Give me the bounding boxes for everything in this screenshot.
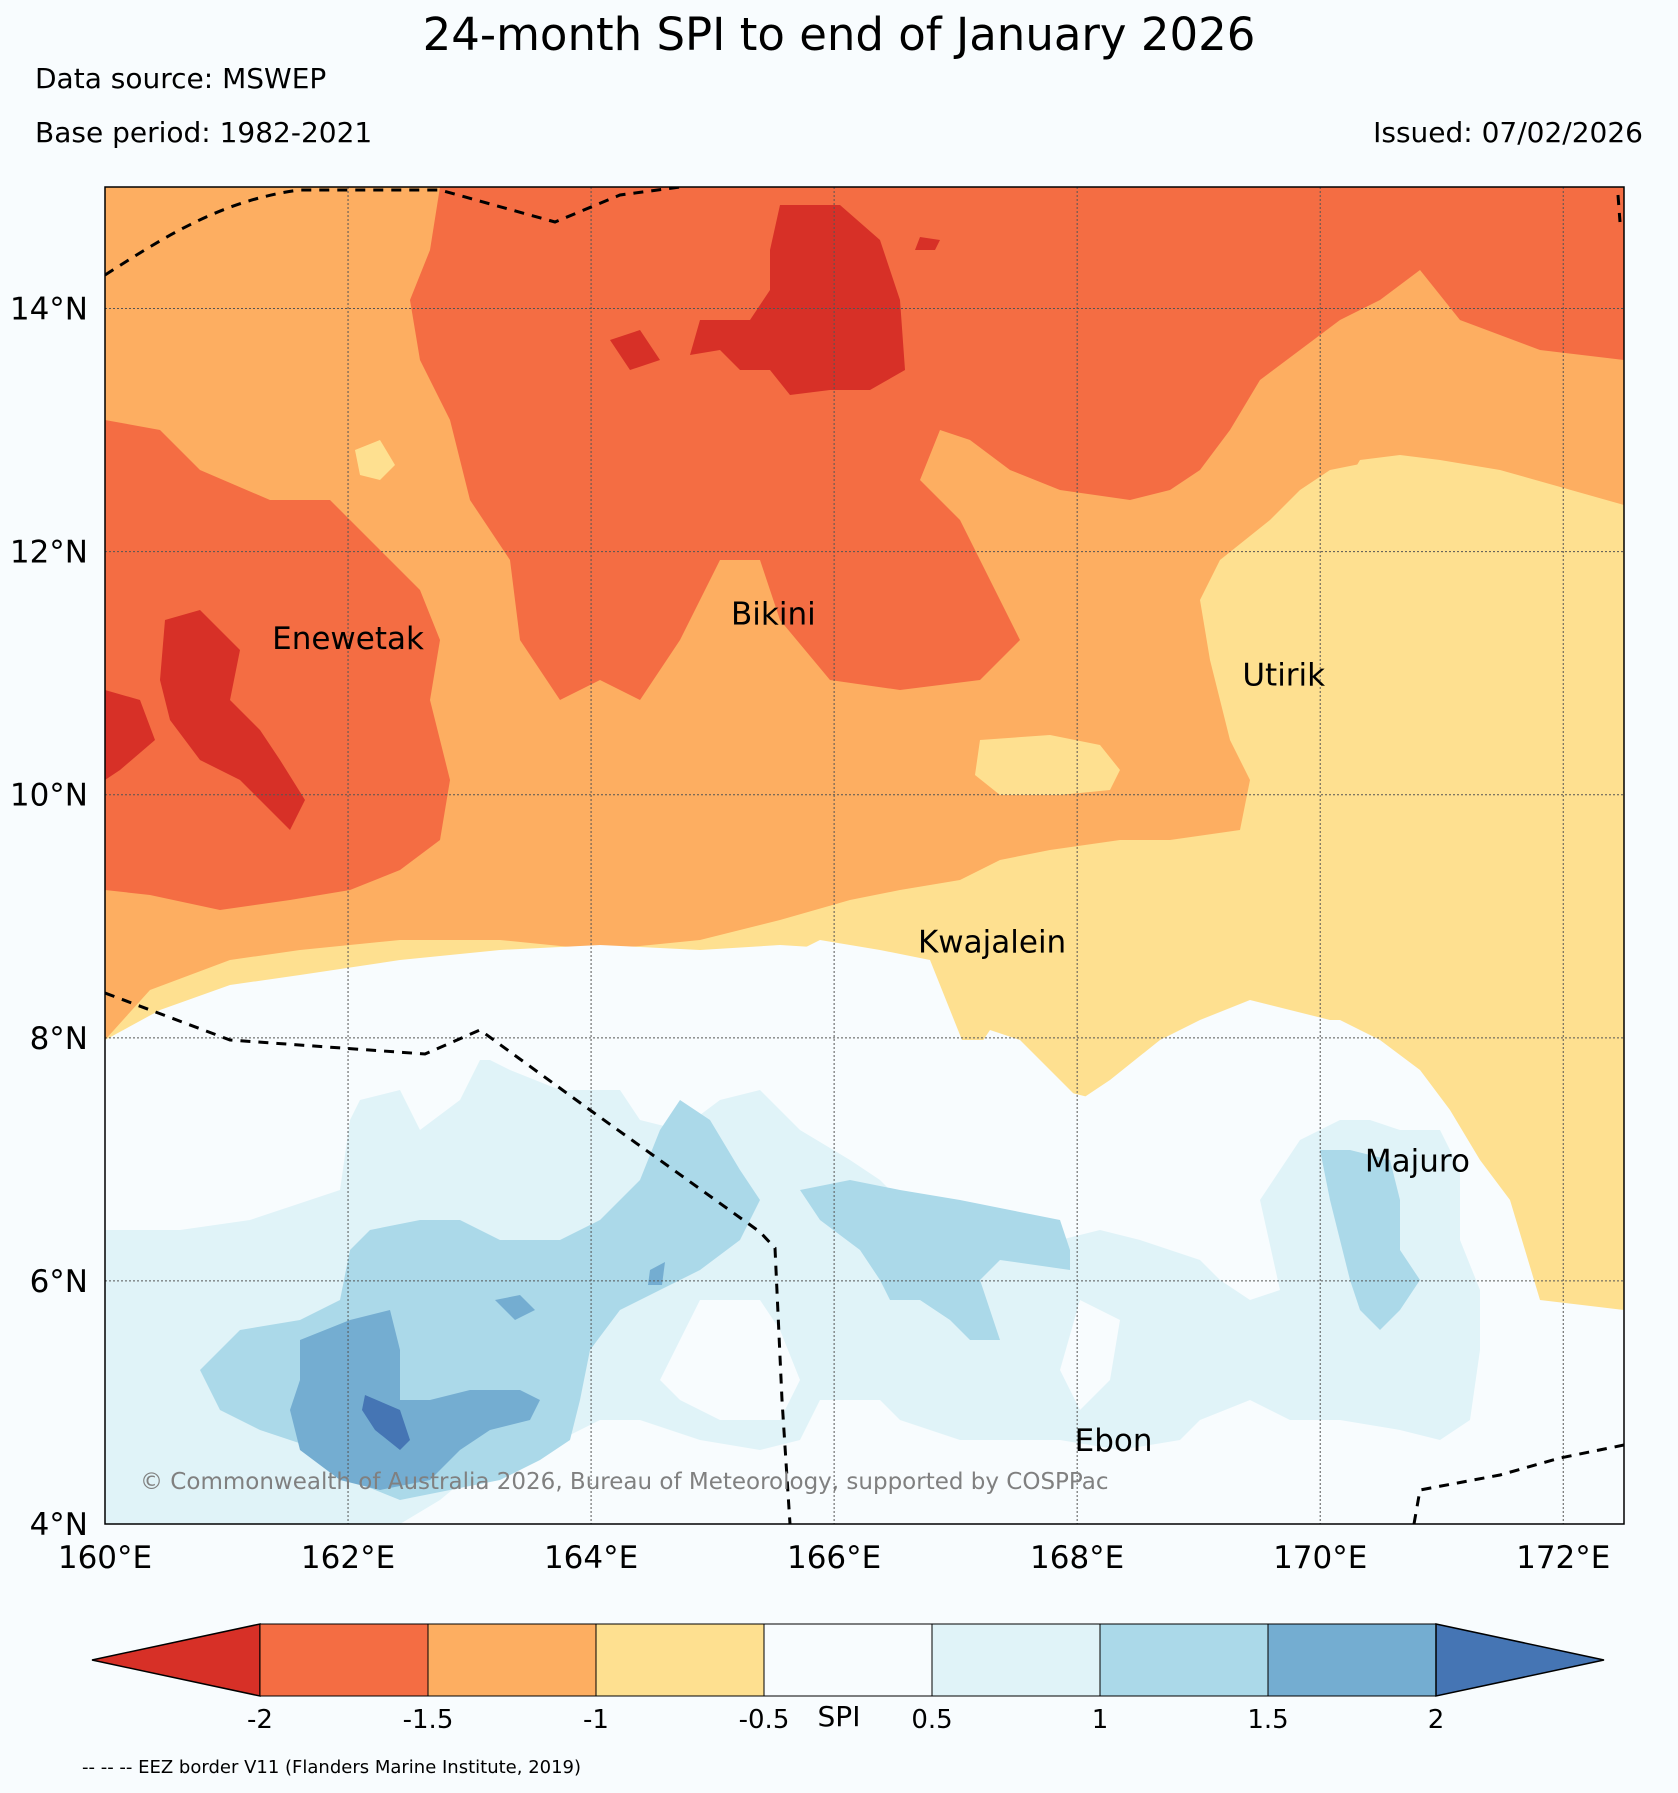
spi-field <box>105 187 1624 1524</box>
colorbar-tick-label: -1.5 <box>403 1705 454 1735</box>
longitude-tick-label: 172°E <box>1516 1540 1610 1576</box>
colorbar-segment <box>595 1623 765 1697</box>
colorbar-tick-label: -1 <box>583 1705 609 1735</box>
latitude-tick-label: 8°N <box>30 1021 88 1057</box>
issued-date-label: Issued: 07/02/2026 <box>1373 116 1643 149</box>
colorbar-title: SPI <box>817 1700 861 1733</box>
colorbar-tick-label: -0.5 <box>739 1705 790 1735</box>
eez-borders <box>105 187 1624 1524</box>
colorbar-tick-label: 0.5 <box>911 1705 952 1735</box>
latitude-tick-label: 12°N <box>10 535 88 571</box>
colorbar-segment <box>427 1623 597 1697</box>
colorbar-segment <box>931 1623 1101 1697</box>
place-label: Majuro <box>1365 1144 1470 1180</box>
data-source-label: Data source: MSWEP <box>35 62 327 95</box>
colorbar-tick-label: 1 <box>1092 1705 1109 1735</box>
latitude-tick-label: 4°N <box>30 1507 88 1543</box>
place-label: Ebon <box>1075 1423 1153 1459</box>
colorbar-extend-high <box>1435 1623 1605 1697</box>
map-title: 24-month SPI to end of January 2026 <box>422 8 1256 61</box>
longitude-tick-labels: 160°E 162°E 164°E 166°E 168°E 170°E 172°E <box>58 1540 1611 1576</box>
colorbar-extend-low <box>91 1623 261 1697</box>
copyright-notice: © Commonwealth of Australia 2026, Bureau… <box>140 1469 1109 1495</box>
place-label: Bikini <box>731 597 816 633</box>
place-labels: Enewetak Bikini Utirik Kwajalein Majuro Ebon <box>272 597 1470 1460</box>
place-label: Kwajalein <box>918 925 1066 961</box>
place-label: Utirik <box>1242 657 1325 693</box>
latitude-tick-label: 10°N <box>10 778 88 814</box>
colorbar: -2 -1.5 -1 -0.5 0.5 1 1.5 2 <box>91 1623 1605 1735</box>
longitude-tick-label: 160°E <box>58 1540 152 1576</box>
longitude-tick-label: 166°E <box>787 1540 881 1576</box>
longitude-tick-label: 170°E <box>1273 1540 1367 1576</box>
colorbar-segment <box>1267 1623 1437 1697</box>
map-frame <box>104 186 1625 1525</box>
colorbar-tick-label: 1.5 <box>1247 1705 1288 1735</box>
colorbar-segment <box>763 1623 933 1697</box>
latitude-tick-label: 14°N <box>10 292 88 328</box>
base-period-label: Base period: 1982-2021 <box>35 116 373 149</box>
longitude-tick-label: 164°E <box>544 1540 638 1576</box>
colorbar-segment <box>259 1623 429 1697</box>
colorbar-tick-label: 2 <box>1428 1705 1445 1735</box>
colorbar-segment <box>1099 1623 1269 1697</box>
colorbar-tick-label: -2 <box>247 1705 273 1735</box>
eez-border-note: -- -- -- EEZ border V11 (Flanders Marine… <box>82 1757 582 1778</box>
latitude-tick-labels: 14°N 12°N 10°N 8°N 6°N 4°N <box>10 292 88 1543</box>
longitude-tick-label: 168°E <box>1030 1540 1124 1576</box>
place-label: Enewetak <box>272 621 424 657</box>
latitude-tick-label: 6°N <box>30 1264 88 1300</box>
longitude-tick-label: 162°E <box>301 1540 395 1576</box>
colorbar-tick-labels: -2 -1.5 -1 -0.5 0.5 1 1.5 2 <box>247 1705 1444 1735</box>
grid <box>105 187 1624 1524</box>
